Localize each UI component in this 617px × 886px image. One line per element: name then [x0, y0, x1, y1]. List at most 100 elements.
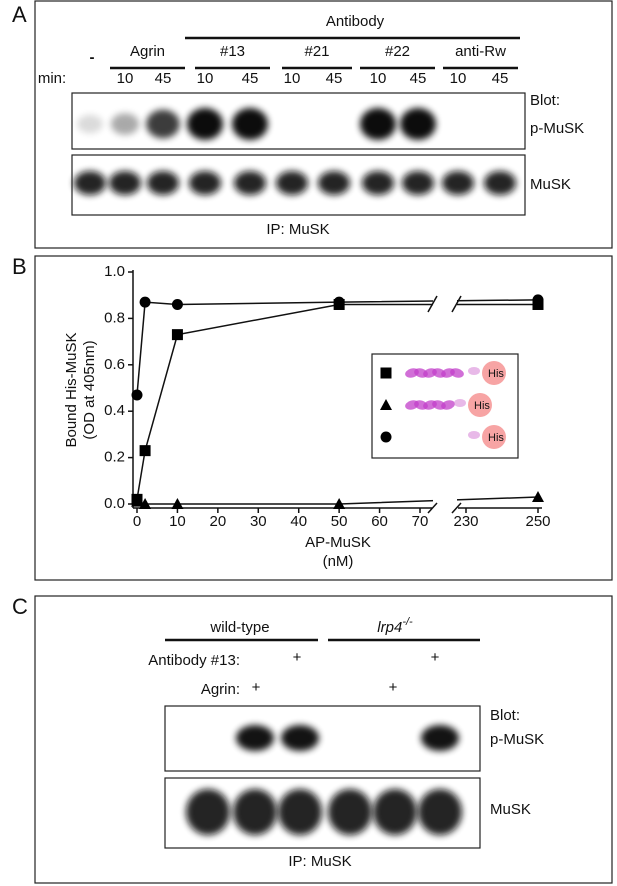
blot-frame — [71, 154, 526, 216]
marker — [131, 389, 143, 401]
time-label: 10 — [450, 70, 467, 87]
x-tick-label: 0 — [133, 513, 141, 530]
blot-frame — [164, 705, 481, 772]
legend-marker — [380, 367, 392, 379]
x-tick-label: 10 — [169, 513, 186, 530]
x-tick-label: 60 — [371, 513, 388, 530]
band — [278, 789, 322, 835]
plus: + — [293, 649, 302, 666]
marker — [532, 294, 544, 306]
marker — [532, 491, 544, 503]
y-tick-label: 0.8 — [104, 309, 125, 326]
band — [360, 108, 396, 140]
y-axis-label: Bound His-MuSK — [63, 332, 80, 447]
group-label: #21 — [304, 43, 329, 60]
band — [484, 171, 516, 195]
x-tick-label: 30 — [250, 513, 267, 530]
blot-frame — [164, 777, 481, 849]
panel-label: A — [12, 2, 27, 27]
panel-frame — [34, 255, 613, 581]
band — [328, 789, 372, 835]
x-tick-label: 70 — [412, 513, 429, 530]
x-tick-label: 40 — [290, 513, 307, 530]
blot-label: Blot: — [530, 92, 560, 109]
panel-label: C — [12, 594, 28, 619]
group-label: anti-Rw — [455, 43, 506, 60]
x-axis-label: (nM) — [323, 553, 354, 570]
band — [189, 171, 221, 195]
band — [402, 171, 434, 195]
band — [109, 171, 141, 195]
blot-name: MuSK — [530, 176, 571, 193]
time-label: 10 — [284, 70, 301, 87]
panel-frame — [34, 595, 613, 884]
header: Antibody — [326, 13, 385, 30]
plus: + — [389, 679, 398, 696]
group-label: lrp4-/- — [377, 616, 413, 636]
panel-label: B — [12, 254, 27, 279]
row-label: Antibody #13: — [148, 652, 240, 669]
time-label: 10 — [117, 70, 134, 87]
legend-icon — [441, 400, 455, 410]
time-label: 45 — [326, 70, 343, 87]
row-label: Agrin: — [201, 681, 240, 698]
plus: + — [431, 649, 440, 666]
y-tick-label: 0.0 — [104, 495, 125, 512]
band — [373, 789, 417, 835]
plus: + — [252, 679, 261, 696]
marker — [139, 498, 152, 509]
x-tick-label: 230 — [453, 513, 478, 530]
band — [442, 171, 474, 195]
blot-name: MuSK — [490, 801, 531, 818]
blot-frame — [71, 92, 526, 150]
y-tick-label: 0.2 — [104, 449, 125, 466]
legend-icon — [468, 431, 480, 439]
legend-marker — [380, 399, 392, 410]
marker — [333, 296, 345, 308]
group-label: Agrin — [130, 43, 165, 60]
band — [362, 171, 394, 195]
band — [186, 789, 230, 835]
control-label: - — [90, 49, 95, 66]
band — [234, 171, 266, 195]
x-axis-label: AP-MuSK — [305, 534, 371, 551]
marker — [131, 495, 143, 507]
time-label: 45 — [492, 70, 509, 87]
legend-tag: His — [488, 432, 504, 444]
break-mark — [451, 295, 462, 313]
legend-icon — [468, 393, 492, 417]
band — [187, 108, 223, 140]
band — [233, 789, 277, 835]
legend-icon — [482, 361, 506, 385]
break-mark — [451, 502, 462, 514]
group-label: wild-type — [209, 619, 269, 636]
ip-label: IP: MuSK — [266, 221, 329, 238]
legend-icon — [482, 425, 506, 449]
blot-name: p-MuSK — [490, 731, 544, 748]
band — [400, 108, 436, 140]
legend-tag: His — [488, 368, 504, 380]
legend-tag: His — [474, 400, 490, 412]
time-label: 45 — [410, 70, 427, 87]
band — [147, 171, 179, 195]
time-label: 45 — [242, 70, 259, 87]
x-tick-label: 250 — [525, 513, 550, 530]
line — [136, 299, 539, 396]
marker — [171, 298, 183, 310]
band — [418, 789, 462, 835]
blot-label: Blot: — [490, 707, 520, 724]
group-label: #22 — [385, 43, 410, 60]
genotype: -/- — [402, 616, 413, 628]
time-label: 10 — [370, 70, 387, 87]
break-mark — [427, 295, 438, 313]
legend-marker — [380, 431, 392, 443]
time-label: 10 — [197, 70, 214, 87]
marker — [139, 445, 151, 457]
band — [421, 725, 459, 751]
x-tick-label: 20 — [210, 513, 227, 530]
band — [276, 171, 308, 195]
marker — [139, 296, 151, 308]
blot-name: p-MuSK — [530, 120, 584, 137]
marker — [171, 329, 183, 341]
